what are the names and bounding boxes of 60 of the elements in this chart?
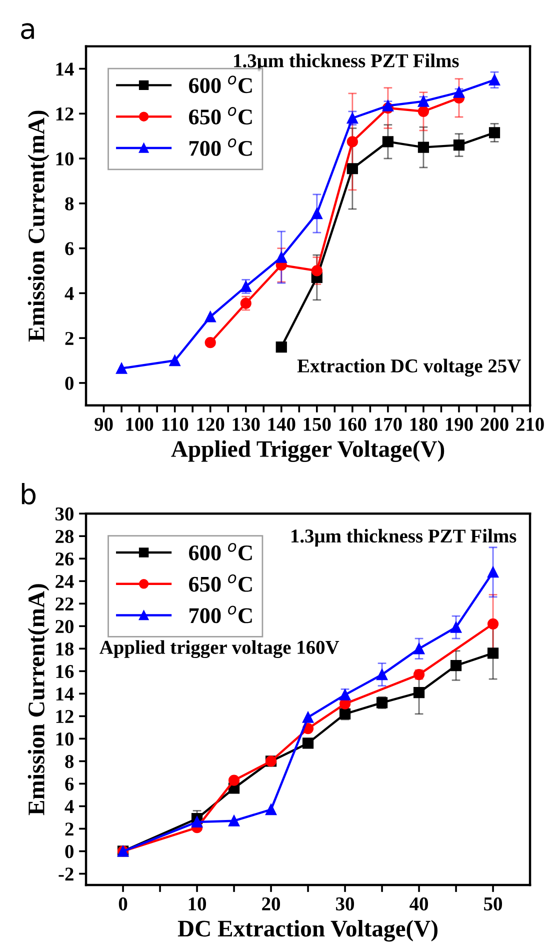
annotation: Extraction DC voltage 25V (297, 358, 521, 377)
x-tick-label: 150 (304, 418, 331, 431)
annotation: 1.3μm thickness PZT Films (292, 528, 516, 547)
legend-label: 700 $^{o}$C (190, 606, 252, 624)
y-tick-label: 10 (56, 732, 74, 746)
x-tick-label: 100 (126, 418, 154, 431)
annotation: 1.3μm thickness PZT Films (234, 54, 459, 72)
text: b (22, 483, 36, 505)
y-tick-label: 8 (65, 755, 74, 768)
y-tick-label: 4 (64, 800, 74, 813)
y-tick-label: 30 (56, 507, 74, 521)
y-tick-label: 18 (56, 642, 74, 656)
x-tick-label: 110 (162, 418, 188, 431)
x-tick-label: 200 (480, 418, 508, 431)
text: a (21, 23, 34, 40)
x-tick-label: 90 (94, 418, 113, 431)
y-tick-label: -2 (58, 868, 74, 880)
x-tick-label: 20 (262, 897, 280, 910)
annotation: Applied trigger voltage 160V (100, 640, 340, 658)
x-tick-label: 30 (336, 897, 354, 910)
legend-label: 600 $^{o}$C (189, 76, 252, 94)
y-tick-label: 26 (56, 552, 74, 566)
y-tick-label: 22 (56, 598, 74, 610)
y-tick-label: 0 (65, 376, 74, 390)
legend-label: 650 $^{o}$C (189, 574, 252, 592)
legend-label: 650 $^{o}$C (189, 107, 252, 124)
y-tick-label: 0 (65, 845, 74, 858)
x-tick-label: 180 (410, 418, 438, 431)
y-tick-label: 10 (56, 152, 74, 166)
x-tick-label: 140 (268, 418, 296, 431)
y-tick-label: 14 (56, 688, 74, 700)
legend-label: 600 $^{o}$C (189, 542, 252, 560)
x-tick-label: 50 (484, 897, 502, 910)
x-tick-label: 120 (197, 418, 224, 431)
x-tick-label: 170 (374, 418, 402, 431)
y-tick-label: 4 (64, 287, 74, 300)
x-tick-label: 130 (232, 418, 260, 431)
y-tick-label: 14 (56, 62, 74, 76)
y-tick-label: 28 (56, 530, 74, 544)
y-tick-label: 2 (65, 822, 74, 836)
y-tick-label: 16 (56, 665, 74, 678)
x-axis-title: Applied Trigger Voltage(V) (171, 440, 444, 462)
y-axis-title: Emission Current(mA) (28, 584, 50, 816)
x-tick-label: 190 (446, 418, 473, 431)
x-axis-title: DC Extraction Voltage(V) (178, 920, 438, 942)
x-tick-label: 10 (188, 897, 206, 910)
y-tick-label: 2 (65, 332, 74, 345)
y-tick-label: 8 (65, 197, 74, 210)
y-tick-label: 6 (65, 778, 74, 791)
y-tick-label: 12 (56, 108, 74, 120)
y-axis-title: Emission Current(mA) (28, 110, 50, 342)
x-tick-label: 160 (339, 418, 366, 431)
y-tick-label: 12 (56, 710, 74, 723)
y-tick-label: 24 (56, 575, 74, 588)
x-tick-label: 210 (516, 418, 544, 431)
y-tick-label: 6 (65, 242, 74, 256)
legend-label: 700 $^{o}$C (190, 138, 252, 156)
x-tick-label: 0 (118, 897, 128, 910)
y-tick-label: 20 (56, 620, 74, 634)
x-tick-label: 40 (410, 897, 428, 910)
